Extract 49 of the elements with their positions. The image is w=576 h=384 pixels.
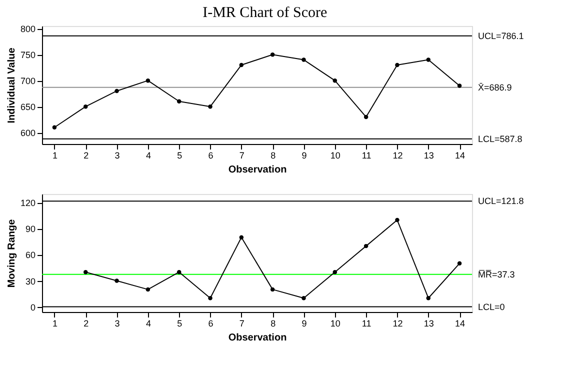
x-tick-label: 2 xyxy=(84,150,89,160)
x-tick-label: 4 xyxy=(146,318,151,328)
ref-line-label: X̄=686.9 xyxy=(478,82,512,92)
ref-line-label: UCL=121.8 xyxy=(478,196,524,206)
y-tick-label: 800 xyxy=(20,24,36,34)
x-tick-label: 3 xyxy=(114,318,120,328)
x-tick-label: 2 xyxy=(84,318,89,328)
y-tick-label: 600 xyxy=(20,128,36,138)
x-tick-label: 14 xyxy=(455,150,466,160)
x-tick-label: 7 xyxy=(239,150,244,160)
ref-line-label: M̅R̅=37.3 xyxy=(478,269,515,280)
x-tick-label: 10 xyxy=(330,318,340,328)
x-tick-label: 1 xyxy=(52,318,58,328)
ref-line-label: UCL=786.1 xyxy=(478,30,524,41)
x-tick-label: 7 xyxy=(239,318,244,328)
x-tick-label: 6 xyxy=(208,318,214,328)
y-tick-label: 650 xyxy=(20,102,36,112)
y-tick-label: 0 xyxy=(30,302,36,312)
ref-line-label: LCL=0 xyxy=(478,302,505,312)
x-axis-title: Observation xyxy=(228,164,287,176)
x-tick-label: 9 xyxy=(302,318,307,328)
x-tick-label: 8 xyxy=(270,150,276,160)
x-tick-label: 5 xyxy=(177,318,182,328)
chart-title: I-MR Chart of Score xyxy=(202,5,328,22)
y-tick-label: 120 xyxy=(20,198,36,208)
y-tick-label: 60 xyxy=(25,250,36,260)
x-tick-label: 11 xyxy=(362,150,372,160)
y-tick-label: 30 xyxy=(25,276,36,286)
ref-line-label: LCL=587.8 xyxy=(478,134,522,144)
x-tick-label: 12 xyxy=(392,150,403,160)
y-tick-label: 700 xyxy=(20,76,36,86)
x-tick-label: 13 xyxy=(424,150,434,160)
x-tick-label: 6 xyxy=(208,150,214,160)
x-axis-title: Observation xyxy=(228,332,287,344)
y-tick-label: 750 xyxy=(20,50,36,60)
x-tick-label: 9 xyxy=(302,150,307,160)
y-axis-title: Moving Range xyxy=(6,218,18,288)
x-tick-label: 14 xyxy=(455,318,466,328)
x-tick-label: 13 xyxy=(424,318,434,328)
x-tick-label: 4 xyxy=(146,150,151,160)
x-tick-label: 3 xyxy=(114,150,120,160)
x-tick-label: 5 xyxy=(177,150,182,160)
y-tick-label: 90 xyxy=(25,224,36,234)
y-axis-title: Individual Value xyxy=(6,47,18,124)
x-tick-label: 11 xyxy=(362,318,372,328)
x-tick-label: 12 xyxy=(392,318,403,328)
x-tick-label: 10 xyxy=(330,150,340,160)
x-tick-label: 8 xyxy=(270,318,276,328)
x-tick-label: 1 xyxy=(52,150,58,160)
